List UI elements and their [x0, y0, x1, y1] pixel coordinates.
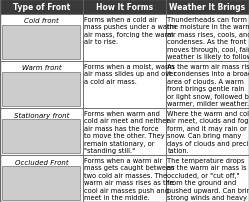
Text: Occluded Front: Occluded Front [15, 159, 68, 165]
Bar [166, 0, 249, 15]
Text: Forms when a cold air
mass pushes under a warm
air mass, forcing the warm
air to: Forms when a cold air mass pushes under … [84, 17, 177, 45]
Bar [83, 0, 166, 15]
Text: Weather It Brings: Weather It Brings [169, 3, 246, 12]
Bar [0, 61, 83, 108]
Bar [2, 73, 80, 106]
Text: The temperature drops
as the warm air mass is
occluded, or "cut off,"
from the g: The temperature drops as the warm air ma… [167, 157, 249, 202]
Text: Stationary front: Stationary front [14, 112, 69, 118]
Bar [0, 155, 83, 202]
Text: Forms when a warm air
mass gets caught between
two cold air masses. The
warm air: Forms when a warm air mass gets caught b… [84, 157, 175, 200]
Bar [83, 108, 166, 155]
Bar [0, 108, 83, 155]
Bar [166, 61, 249, 108]
Bar [2, 119, 80, 153]
Text: Thunderheads can form as
the moisture in the warm
air mass rises, cools, and
con: Thunderheads can form as the moisture in… [167, 17, 249, 60]
Bar [166, 108, 249, 155]
Bar [83, 61, 166, 108]
Bar [83, 15, 166, 61]
Bar [0, 15, 83, 61]
Text: Type of Front: Type of Front [13, 3, 70, 12]
Bar [0, 0, 83, 15]
Bar [166, 155, 249, 202]
Text: Cold front: Cold front [24, 18, 59, 24]
Text: Forms when a moist, warm
air mass slides up and over
a cold air mass.: Forms when a moist, warm air mass slides… [84, 63, 176, 84]
Text: As the warm air mass rises,
it condenses into a broad
area of clouds. A warm
fro: As the warm air mass rises, it condenses… [167, 63, 249, 107]
Text: Forms when warm and
cold air meet and neither
air mass has the force
to move the: Forms when warm and cold air meet and ne… [84, 110, 170, 154]
Bar [166, 15, 249, 61]
Bar [2, 26, 80, 59]
Text: Warm front: Warm front [22, 65, 61, 71]
Text: Where the warm and cold
air meet, clouds and fog
form, and it may rain or
snow. : Where the warm and cold air meet, clouds… [167, 110, 249, 154]
Bar [2, 166, 80, 200]
Text: How It Forms: How It Forms [96, 3, 153, 12]
Bar [83, 155, 166, 202]
